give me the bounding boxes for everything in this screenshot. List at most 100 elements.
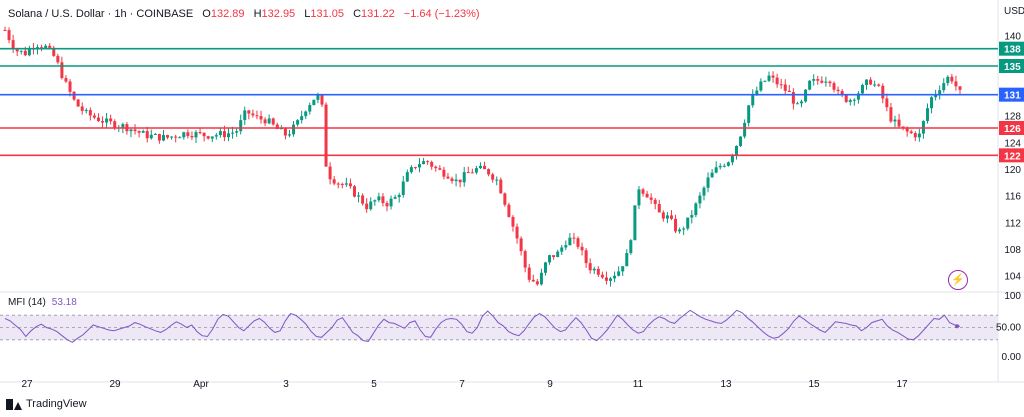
candle [466, 166, 470, 174]
candle [568, 233, 572, 246]
candle [336, 182, 340, 189]
candle [491, 172, 495, 183]
candle [649, 193, 653, 204]
candle [633, 205, 637, 241]
branding[interactable]: TradingView [6, 398, 87, 410]
candle [678, 227, 682, 234]
candle [495, 176, 499, 186]
mfi-tick-label: 100 [1004, 291, 1021, 302]
candle [11, 34, 15, 54]
candle [629, 239, 633, 255]
candle [202, 132, 206, 142]
candle [564, 240, 568, 251]
candle [255, 110, 259, 120]
candle [133, 124, 137, 135]
candle [92, 112, 96, 120]
candle [779, 78, 783, 89]
candle [239, 114, 243, 135]
candle [556, 249, 560, 258]
candle [873, 80, 877, 88]
x-tick-label: 3 [283, 379, 289, 390]
x-tick-label: Apr [193, 379, 209, 390]
candle [109, 114, 113, 125]
candle [763, 80, 767, 83]
candle [600, 271, 604, 279]
candle [470, 168, 474, 174]
candle [706, 172, 710, 193]
candle [361, 193, 365, 206]
mfi-label[interactable]: MFI (14) [8, 297, 46, 308]
candle [413, 166, 417, 170]
lightning-icon[interactable]: ⚡ [948, 270, 968, 290]
candle [710, 169, 714, 178]
candle [682, 226, 686, 236]
candle [80, 102, 84, 115]
candle [218, 127, 222, 138]
candle [393, 194, 397, 200]
candle [206, 135, 210, 140]
candle-series [3, 26, 962, 287]
level-label: 135 [1004, 62, 1021, 73]
candle [641, 187, 645, 197]
candle [527, 263, 531, 283]
candle [344, 177, 348, 187]
mfi-legend: MFI (14) 53.18 [8, 297, 77, 308]
candle [210, 136, 214, 143]
candle [584, 248, 588, 268]
open-value: 132.89 [210, 8, 245, 20]
candle [572, 232, 576, 244]
candle [194, 130, 198, 143]
mfi-line [4, 309, 961, 343]
candle [804, 89, 808, 103]
candle [19, 50, 23, 55]
candle [235, 128, 239, 137]
candle [958, 86, 962, 95]
candle [352, 184, 356, 198]
candle [609, 277, 613, 287]
candle [357, 191, 361, 203]
candle [145, 126, 149, 143]
y-tick-label: 124 [1004, 138, 1021, 149]
candle [787, 84, 791, 93]
candle [161, 129, 165, 142]
candle [418, 158, 422, 173]
symbol-title[interactable]: Solana / U.S. Dollar · 1h · COINBASE [8, 8, 194, 20]
currency-button[interactable]: USD [1004, 6, 1024, 17]
candle [946, 75, 950, 86]
candle [446, 172, 450, 180]
candle [68, 79, 72, 97]
candle [889, 102, 893, 124]
candle [897, 114, 901, 128]
candle [560, 244, 564, 255]
x-tick-label: 9 [547, 379, 553, 390]
candle [531, 274, 535, 283]
candle [840, 88, 844, 98]
candle [718, 163, 722, 170]
candle [950, 73, 954, 84]
candle [511, 215, 515, 232]
candle [690, 210, 694, 224]
candle [474, 165, 478, 175]
level-price-tag: 122 [999, 148, 1024, 163]
candle [259, 110, 263, 124]
candle [64, 75, 68, 83]
candle [397, 192, 401, 203]
x-tick-label: 13 [720, 379, 732, 390]
candle [214, 132, 218, 140]
candle [178, 136, 182, 139]
mfi-value: 53.18 [51, 297, 77, 308]
candle [7, 27, 11, 44]
level-label: 131 [1004, 91, 1021, 102]
candle [812, 74, 816, 86]
candle [430, 160, 434, 170]
horizontal-levels: 138 135 131 126 122 [0, 41, 1024, 163]
x-tick-label: 27 [21, 379, 33, 390]
candle [771, 71, 775, 83]
candle [852, 98, 856, 106]
candle [942, 78, 946, 93]
candle [535, 278, 539, 286]
candle [401, 175, 405, 198]
candle [149, 129, 153, 140]
candle [499, 177, 503, 194]
candle [714, 161, 718, 174]
